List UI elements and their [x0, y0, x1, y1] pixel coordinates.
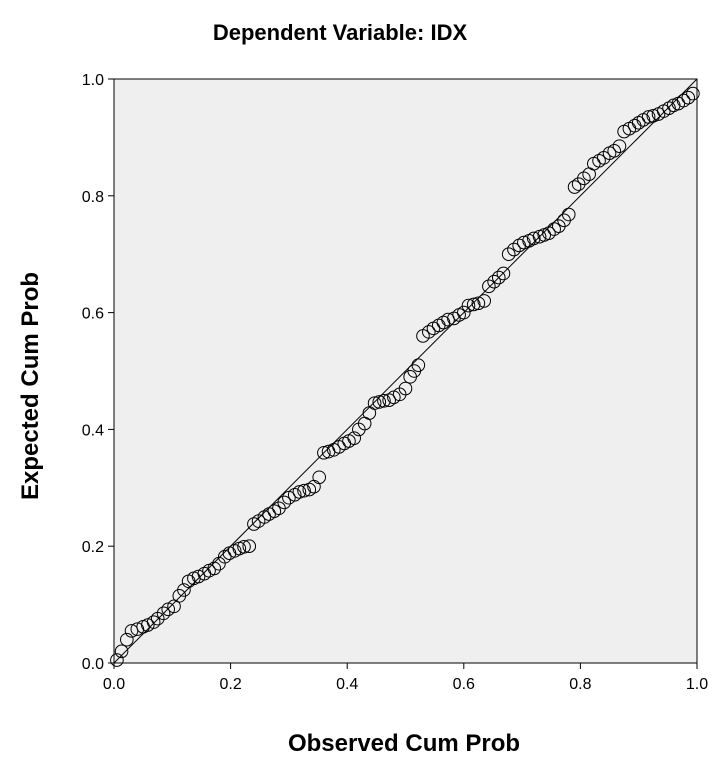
- data-point: [242, 539, 257, 554]
- x-tick-label: 0.4: [336, 676, 358, 693]
- data-point: [146, 615, 161, 629]
- data-point: [317, 445, 331, 460]
- data-point: [267, 504, 282, 518]
- x-tick-label: 0.8: [569, 676, 591, 693]
- data-point: [686, 86, 700, 101]
- data-point: [662, 101, 676, 115]
- data-point: [491, 270, 506, 285]
- data-point: [422, 325, 436, 339]
- data-point: [382, 393, 396, 408]
- y-tick-label: 0.4: [82, 422, 104, 439]
- data-point: [156, 606, 171, 621]
- data-point: [347, 431, 361, 445]
- y-tick-label: 1.0: [82, 72, 104, 89]
- x-tick-label: 0.0: [103, 676, 125, 693]
- data-point: [377, 393, 391, 408]
- data-point: [302, 482, 317, 497]
- data-point: [681, 90, 696, 105]
- data-point: [482, 279, 496, 294]
- data-point: [207, 561, 222, 576]
- data-point: [120, 632, 134, 647]
- data-point: [577, 171, 591, 186]
- y-tick-label: 0.2: [82, 539, 104, 556]
- data-point: [496, 266, 511, 281]
- data-point: [567, 180, 582, 194]
- data-point: [466, 297, 481, 312]
- x-axis: 0.0 0.2 0.4 0.6 0.8 1.0: [103, 663, 708, 693]
- data-point: [461, 298, 476, 313]
- data-point: [277, 495, 292, 510]
- y-tick-label: 0.8: [82, 189, 104, 206]
- data-point: [542, 226, 556, 240]
- chart-title: Dependent Variable: IDX: [213, 20, 468, 45]
- data-point: [607, 144, 622, 158]
- data-point: [217, 549, 232, 564]
- data-point: [297, 483, 311, 498]
- data-point: [676, 93, 691, 108]
- data-point: [517, 235, 531, 250]
- data-point: [398, 381, 413, 396]
- data-point: [287, 488, 302, 502]
- data-point: [312, 470, 327, 485]
- data-point: [292, 485, 307, 499]
- data-point: [547, 222, 561, 236]
- data-point: [526, 231, 541, 246]
- data-point: [367, 396, 382, 410]
- data-point: [457, 305, 471, 320]
- data-point: [641, 110, 656, 124]
- data-point: [612, 139, 627, 153]
- data-point: [561, 207, 576, 222]
- data-points: [110, 86, 700, 667]
- data-point: [372, 395, 387, 409]
- y-axis-title: Expected Cum Prob: [17, 272, 44, 500]
- x-axis-title: Observed Cum Prob: [288, 730, 520, 757]
- x-tick-label: 1.0: [686, 676, 708, 693]
- data-point: [487, 274, 501, 289]
- data-point: [110, 653, 124, 667]
- data-point: [471, 296, 486, 311]
- data-point: [592, 153, 606, 168]
- data-point: [177, 583, 191, 597]
- y-tick-label: 0.6: [82, 306, 104, 323]
- x-tick-label: 0.2: [219, 676, 241, 693]
- data-point: [411, 358, 426, 372]
- data-point: [501, 247, 516, 261]
- y-tick-label: 0.0: [82, 656, 104, 673]
- data-point: [257, 510, 272, 524]
- reference-line: [113, 78, 698, 664]
- data-point: [507, 242, 521, 257]
- y-axis: 0.0 0.2 0.4 0.6 0.8 1.0: [82, 72, 114, 673]
- data-point: [247, 517, 261, 531]
- x-tick-label: 0.6: [453, 676, 475, 693]
- data-point: [477, 294, 492, 308]
- data-point: [114, 644, 129, 659]
- data-point: [631, 116, 646, 130]
- data-point: [237, 539, 251, 554]
